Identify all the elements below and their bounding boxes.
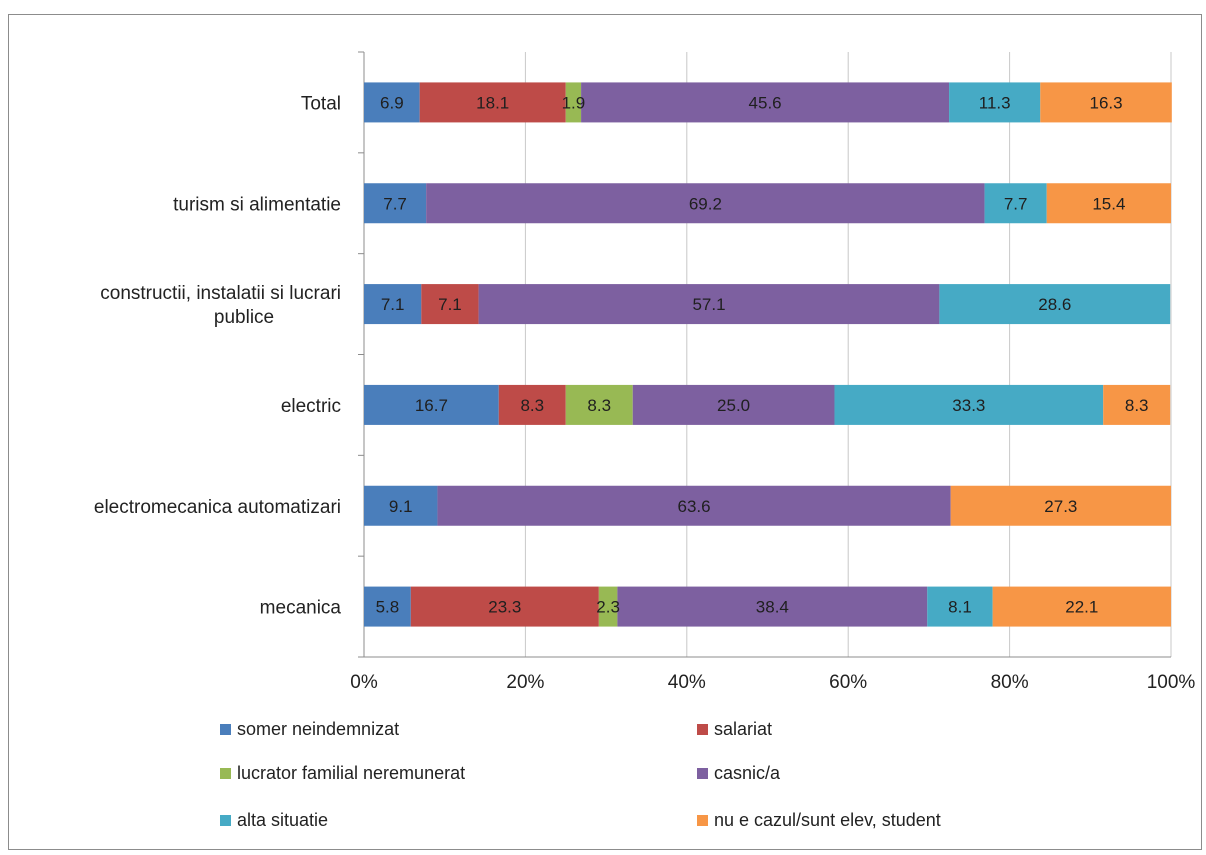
bar-segment (478, 284, 940, 325)
bar-segment (565, 82, 582, 123)
bar-segment (834, 384, 1104, 425)
data-label: 7.1 (381, 295, 405, 314)
bar-segment (927, 586, 993, 627)
category-label: electromecanica automatizari (94, 497, 341, 518)
data-label: 16.3 (1089, 93, 1122, 112)
data-label: 16.7 (415, 396, 448, 415)
x-tick-label: 0% (350, 672, 378, 693)
bar-segment (421, 284, 479, 325)
data-label: 6.9 (380, 93, 404, 112)
data-label: 2.3 (596, 598, 620, 617)
x-tick-label: 40% (668, 672, 706, 693)
bar-segment (1103, 384, 1171, 425)
bar-segment (426, 183, 985, 224)
data-label: 7.1 (438, 295, 462, 314)
data-label: 63.6 (678, 497, 711, 516)
bar-segment (364, 586, 411, 627)
data-label: 33.3 (952, 396, 985, 415)
bar-segment (498, 384, 566, 425)
data-label: 8.3 (520, 396, 544, 415)
data-label: 1.9 (562, 93, 586, 112)
category-label: constructii, instalatii si lucrari public… (100, 283, 341, 328)
x-tick-label: 20% (506, 672, 544, 693)
data-label: 7.7 (383, 194, 407, 213)
data-label: 7.7 (1004, 194, 1028, 213)
data-label: 18.1 (476, 93, 509, 112)
data-label: 57.1 (692, 295, 725, 314)
bar-segment (992, 586, 1171, 627)
data-label: 38.4 (756, 598, 789, 617)
data-label: 8.3 (587, 396, 611, 415)
bar-segment (364, 384, 499, 425)
data-label: 22.1 (1065, 598, 1098, 617)
bar-segment (617, 586, 928, 627)
bar-segment (1046, 183, 1171, 224)
gridlines (524, 52, 1172, 657)
bar-segment (939, 284, 1171, 325)
x-tick-labels: 0% 20% 40% 60% 80% 100% (350, 672, 1195, 693)
data-label: 23.3 (488, 598, 521, 617)
bar-segment (364, 82, 420, 123)
data-label: 25.0 (717, 396, 750, 415)
data-label: 69.2 (689, 194, 722, 213)
bar-segment (437, 485, 951, 526)
x-tick-label: 100% (1147, 672, 1196, 693)
category-label: Total (301, 93, 341, 114)
data-label: 8.3 (1125, 396, 1149, 415)
bar-segment (364, 183, 427, 224)
bar-segment (364, 284, 422, 325)
bar-segment (419, 82, 566, 123)
data-label: 28.6 (1038, 295, 1071, 314)
category-label: turism si alimentatie (173, 194, 341, 215)
bar-segment (410, 586, 599, 627)
bar-segment (984, 183, 1047, 224)
bar-segment (1040, 82, 1172, 123)
category-label: electric (281, 396, 341, 417)
data-label: 9.1 (389, 497, 413, 516)
bar-segment (632, 384, 835, 425)
data-label: 8.1 (948, 598, 972, 617)
bar-segment (581, 82, 950, 123)
bars (364, 82, 1172, 627)
bar-segment (598, 586, 618, 627)
data-label: 5.8 (376, 598, 400, 617)
data-label: 15.4 (1092, 194, 1125, 213)
category-label: mecanica (260, 598, 342, 619)
data-labels: 6.9 18.1 1.9 45.6 11.3 16.3 7.7 69.2 7.7 15.4 7.1 7… (376, 93, 1149, 616)
bar-segment (950, 485, 1171, 526)
x-tick-label: 80% (991, 672, 1029, 693)
data-label: 11.3 (979, 93, 1011, 112)
bar-segment (364, 485, 438, 526)
x-tick-label: 60% (829, 672, 867, 693)
data-label: 45.6 (749, 93, 782, 112)
bar-segment (565, 384, 633, 425)
axes (358, 51, 1171, 658)
chart-frame (8, 14, 1202, 850)
data-label: 27.3 (1044, 497, 1077, 516)
category-labels: Total turism si alimentatie constructii, i… (94, 93, 342, 618)
bar-segment (949, 82, 1041, 123)
